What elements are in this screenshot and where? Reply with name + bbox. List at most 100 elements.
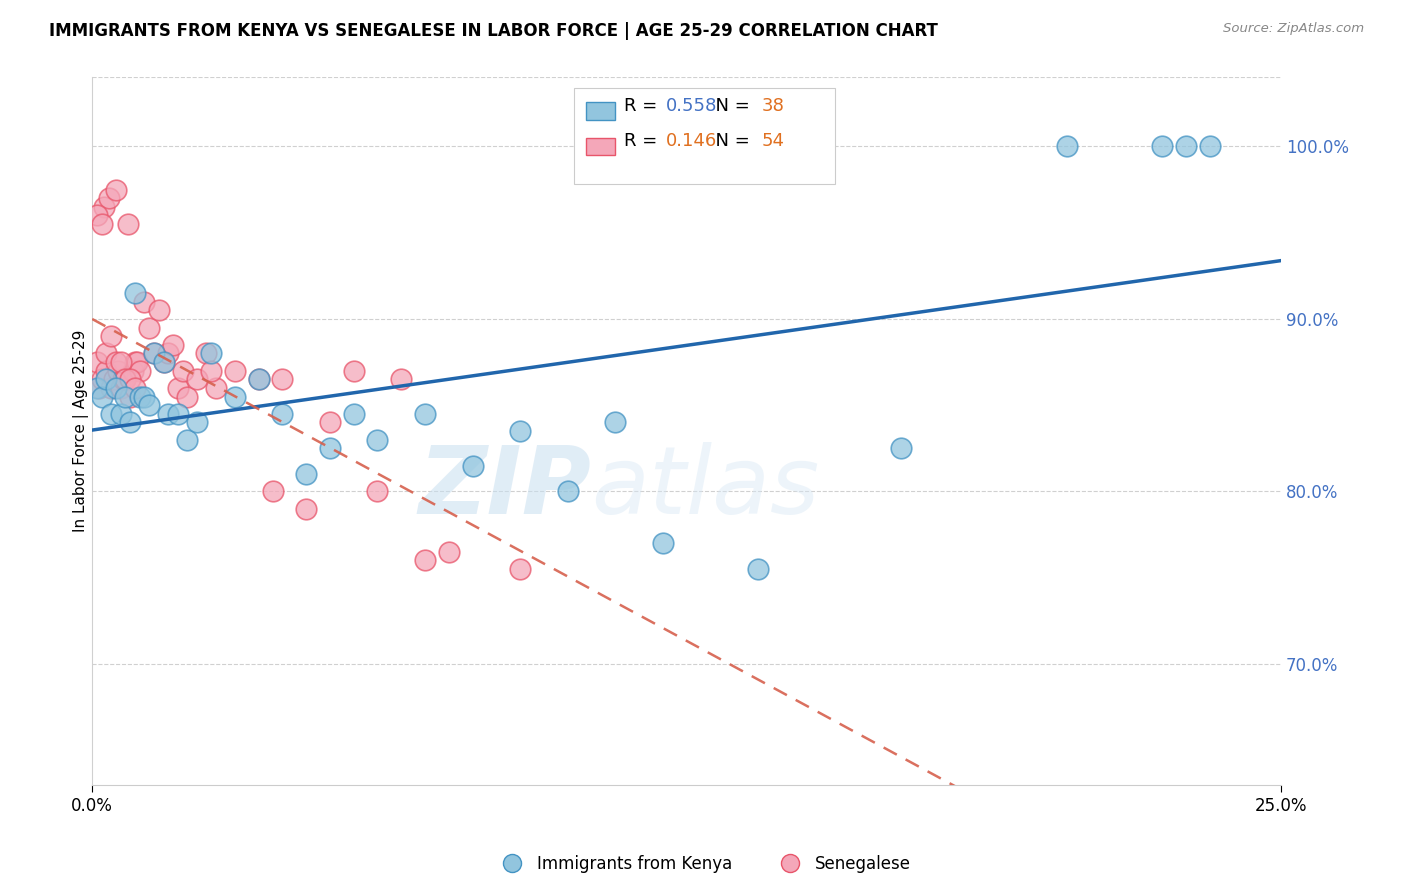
Point	[389, 372, 412, 386]
Point	[124, 286, 146, 301]
Point	[120, 390, 142, 404]
Point	[110, 381, 132, 395]
FancyBboxPatch shape	[585, 103, 616, 120]
Point	[1056, 139, 1078, 153]
Point	[200, 364, 222, 378]
Point	[103, 372, 125, 386]
Point	[176, 433, 198, 447]
Text: 38: 38	[762, 96, 785, 115]
Point	[557, 484, 579, 499]
Point	[86, 209, 108, 223]
Point	[86, 381, 108, 395]
Text: N =: N =	[704, 132, 756, 150]
Point	[747, 562, 769, 576]
Point	[1152, 139, 1174, 153]
Point	[93, 200, 115, 214]
Text: 0.146: 0.146	[666, 132, 717, 150]
Point	[186, 416, 208, 430]
Point	[366, 484, 388, 499]
Point	[204, 381, 226, 395]
Point	[605, 416, 627, 430]
Point	[1174, 139, 1197, 153]
Point	[134, 390, 156, 404]
FancyBboxPatch shape	[585, 137, 616, 155]
Point	[166, 407, 188, 421]
Point	[509, 562, 531, 576]
Point	[247, 372, 270, 386]
Point	[107, 364, 129, 378]
Point	[127, 355, 149, 369]
Point	[96, 372, 118, 386]
Point	[138, 398, 160, 412]
Point	[96, 364, 118, 378]
Point	[143, 346, 166, 360]
Point	[890, 442, 912, 456]
Point	[117, 217, 139, 231]
Point	[112, 372, 135, 386]
Point	[271, 372, 294, 386]
Point	[176, 390, 198, 404]
Point	[124, 381, 146, 395]
Point	[86, 355, 108, 369]
Point	[162, 338, 184, 352]
Point	[100, 329, 122, 343]
Point	[90, 217, 112, 231]
Point	[152, 355, 174, 369]
Point	[413, 553, 436, 567]
Point	[110, 407, 132, 421]
Point	[157, 346, 180, 360]
Point	[120, 416, 142, 430]
FancyBboxPatch shape	[574, 88, 835, 184]
Point	[343, 407, 366, 421]
Point	[128, 390, 150, 404]
Point	[366, 433, 388, 447]
Text: 54: 54	[762, 132, 785, 150]
Point	[89, 381, 111, 395]
Point	[138, 320, 160, 334]
Point	[172, 364, 194, 378]
Point	[128, 364, 150, 378]
Point	[114, 372, 136, 386]
Point	[104, 381, 127, 395]
Point	[143, 346, 166, 360]
Point	[120, 372, 142, 386]
Point	[100, 381, 122, 395]
Point	[224, 364, 246, 378]
Point	[295, 501, 318, 516]
Point	[110, 355, 132, 369]
Point	[96, 346, 118, 360]
Point	[413, 407, 436, 421]
Point	[437, 545, 460, 559]
Point	[195, 346, 218, 360]
Text: R =: R =	[624, 132, 662, 150]
Text: R =: R =	[624, 96, 662, 115]
Point	[186, 372, 208, 386]
Point	[114, 372, 136, 386]
Text: IMMIGRANTS FROM KENYA VS SENEGALESE IN LABOR FORCE | AGE 25-29 CORRELATION CHART: IMMIGRANTS FROM KENYA VS SENEGALESE IN L…	[49, 22, 938, 40]
Legend: Immigrants from Kenya, Senegalese: Immigrants from Kenya, Senegalese	[488, 848, 918, 880]
Point	[1198, 139, 1220, 153]
Point	[104, 355, 127, 369]
Point	[104, 183, 127, 197]
Point	[319, 442, 342, 456]
Point	[148, 303, 170, 318]
Point	[97, 191, 120, 205]
Text: Source: ZipAtlas.com: Source: ZipAtlas.com	[1223, 22, 1364, 36]
Point	[319, 416, 342, 430]
Y-axis label: In Labor Force | Age 25-29: In Labor Force | Age 25-29	[73, 330, 89, 533]
Point	[100, 407, 122, 421]
Point	[343, 364, 366, 378]
Point	[247, 372, 270, 386]
Text: atlas: atlas	[592, 442, 820, 533]
Point	[262, 484, 284, 499]
Point	[114, 390, 136, 404]
Text: ZIP: ZIP	[419, 442, 592, 533]
Point	[152, 355, 174, 369]
Text: 0.558: 0.558	[666, 96, 717, 115]
Point	[224, 390, 246, 404]
Point	[271, 407, 294, 421]
Point	[651, 536, 673, 550]
Point	[157, 407, 180, 421]
Text: N =: N =	[704, 96, 756, 115]
Point	[90, 390, 112, 404]
